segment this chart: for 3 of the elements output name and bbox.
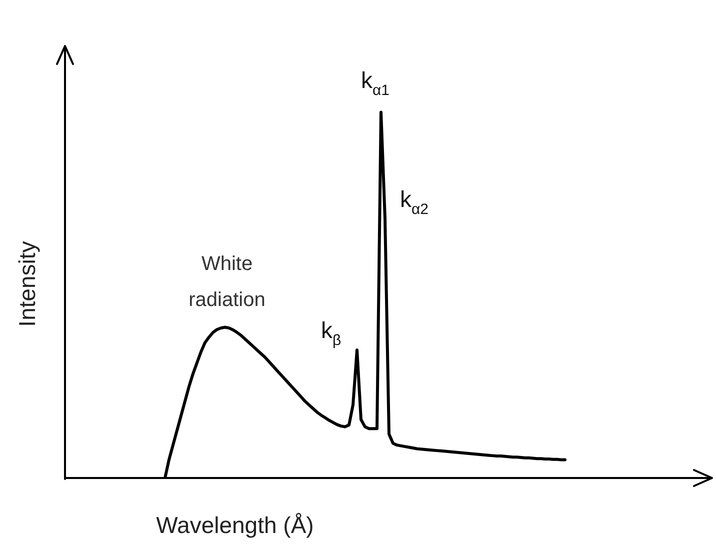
y-axis-title: Intensity [14, 240, 40, 327]
x-axis-title: Wavelength (Å) [156, 512, 314, 538]
annotation: White radiation [188, 253, 266, 311]
